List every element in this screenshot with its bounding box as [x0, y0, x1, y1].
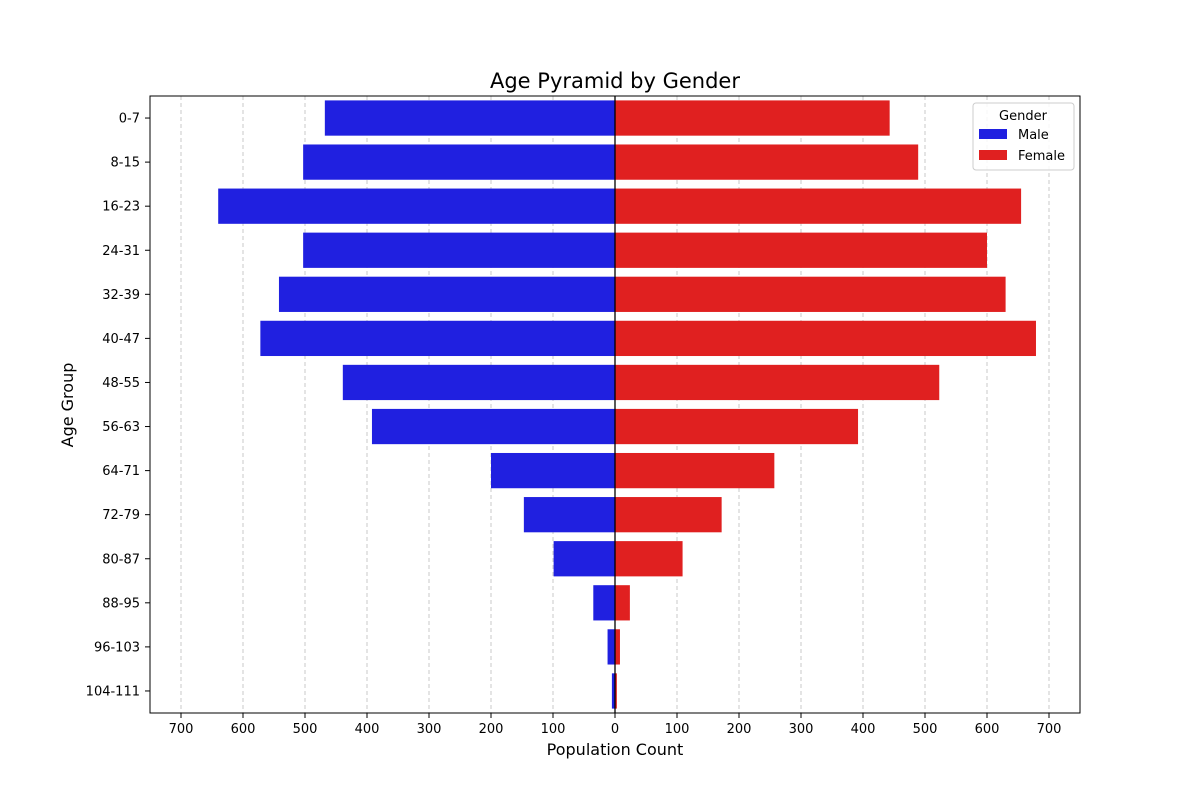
y-tick-label: 88-95: [102, 596, 140, 611]
bar-female: [615, 364, 940, 401]
x-tick-label: 100: [541, 722, 566, 737]
x-tick-label: 400: [355, 722, 380, 737]
y-axis-title: Age Group: [58, 363, 77, 448]
bar-female: [615, 629, 620, 665]
bar-male: [278, 276, 615, 312]
x-tick-label: 500: [293, 722, 318, 737]
bar-male: [523, 497, 615, 533]
bar-female: [615, 452, 775, 489]
y-tick-label: 8-15: [110, 156, 140, 171]
y-tick-label: 40-47: [102, 332, 140, 347]
bar-male: [342, 364, 615, 401]
y-tick-label: 32-39: [102, 288, 140, 303]
bar-female: [615, 585, 630, 621]
bar-male: [611, 673, 615, 709]
bar-male: [607, 629, 615, 665]
x-tick-label: 700: [169, 722, 194, 737]
y-tick-label: 56-63: [102, 420, 140, 435]
y-tick-label: 24-31: [102, 244, 140, 259]
bar-male: [491, 452, 615, 489]
bar-male: [303, 144, 615, 180]
y-axis-ticks: 0-7 8-15 16-23 24-31 32-39 40-47 48-55 56-63 64-…: [86, 112, 150, 699]
y-tick-label: 64-71: [102, 464, 140, 479]
bar-male: [303, 232, 615, 268]
bars: [218, 100, 1036, 709]
bar-female: [615, 232, 987, 268]
bar-female: [615, 188, 1022, 224]
y-tick-label: 80-87: [102, 552, 140, 567]
bar-male: [218, 188, 615, 224]
x-tick-label: 600: [975, 722, 1000, 737]
chart-title: Age Pyramid by Gender: [490, 69, 740, 93]
bar-female: [615, 497, 722, 533]
legend-label-female: Female: [1018, 149, 1065, 164]
x-tick-label: 100: [665, 722, 690, 737]
x-tick-label: 0: [611, 722, 619, 737]
bar-male: [553, 541, 615, 577]
x-axis-title: Population Count: [547, 740, 684, 759]
x-tick-label: 300: [789, 722, 814, 737]
legend-title: Gender: [999, 109, 1048, 124]
x-tick-label: 200: [727, 722, 752, 737]
bar-male: [260, 320, 615, 357]
legend-swatch-male: [979, 129, 1007, 139]
bar-female: [615, 673, 617, 709]
x-tick-label: 400: [851, 722, 876, 737]
bar-female: [615, 408, 859, 445]
bar-male: [324, 100, 615, 136]
bar-female: [615, 276, 1006, 312]
x-tick-label: 700: [1037, 722, 1062, 737]
bar-male: [593, 585, 615, 621]
bar-female: [615, 100, 890, 136]
bar-female: [615, 144, 919, 180]
bar-female: [615, 320, 1036, 357]
y-tick-label: 96-103: [94, 640, 140, 655]
x-tick-label: 500: [913, 722, 938, 737]
legend-label-male: Male: [1018, 128, 1049, 143]
y-tick-label: 0-7: [119, 112, 140, 127]
y-tick-label: 16-23: [102, 200, 140, 215]
x-axis-ticks: 700 600 500 400 300 200 100 0 100 200 300 400 500 600…: [169, 713, 1062, 737]
y-tick-label: 48-55: [102, 376, 140, 391]
bar-male: [371, 408, 615, 445]
legend-swatch-female: [979, 150, 1007, 160]
x-tick-label: 300: [417, 722, 442, 737]
x-tick-label: 200: [479, 722, 504, 737]
legend: Gender Male Female: [972, 102, 1075, 171]
bar-female: [615, 541, 683, 577]
x-tick-label: 600: [231, 722, 256, 737]
y-tick-label: 104-111: [86, 684, 140, 699]
y-tick-label: 72-79: [102, 508, 140, 523]
